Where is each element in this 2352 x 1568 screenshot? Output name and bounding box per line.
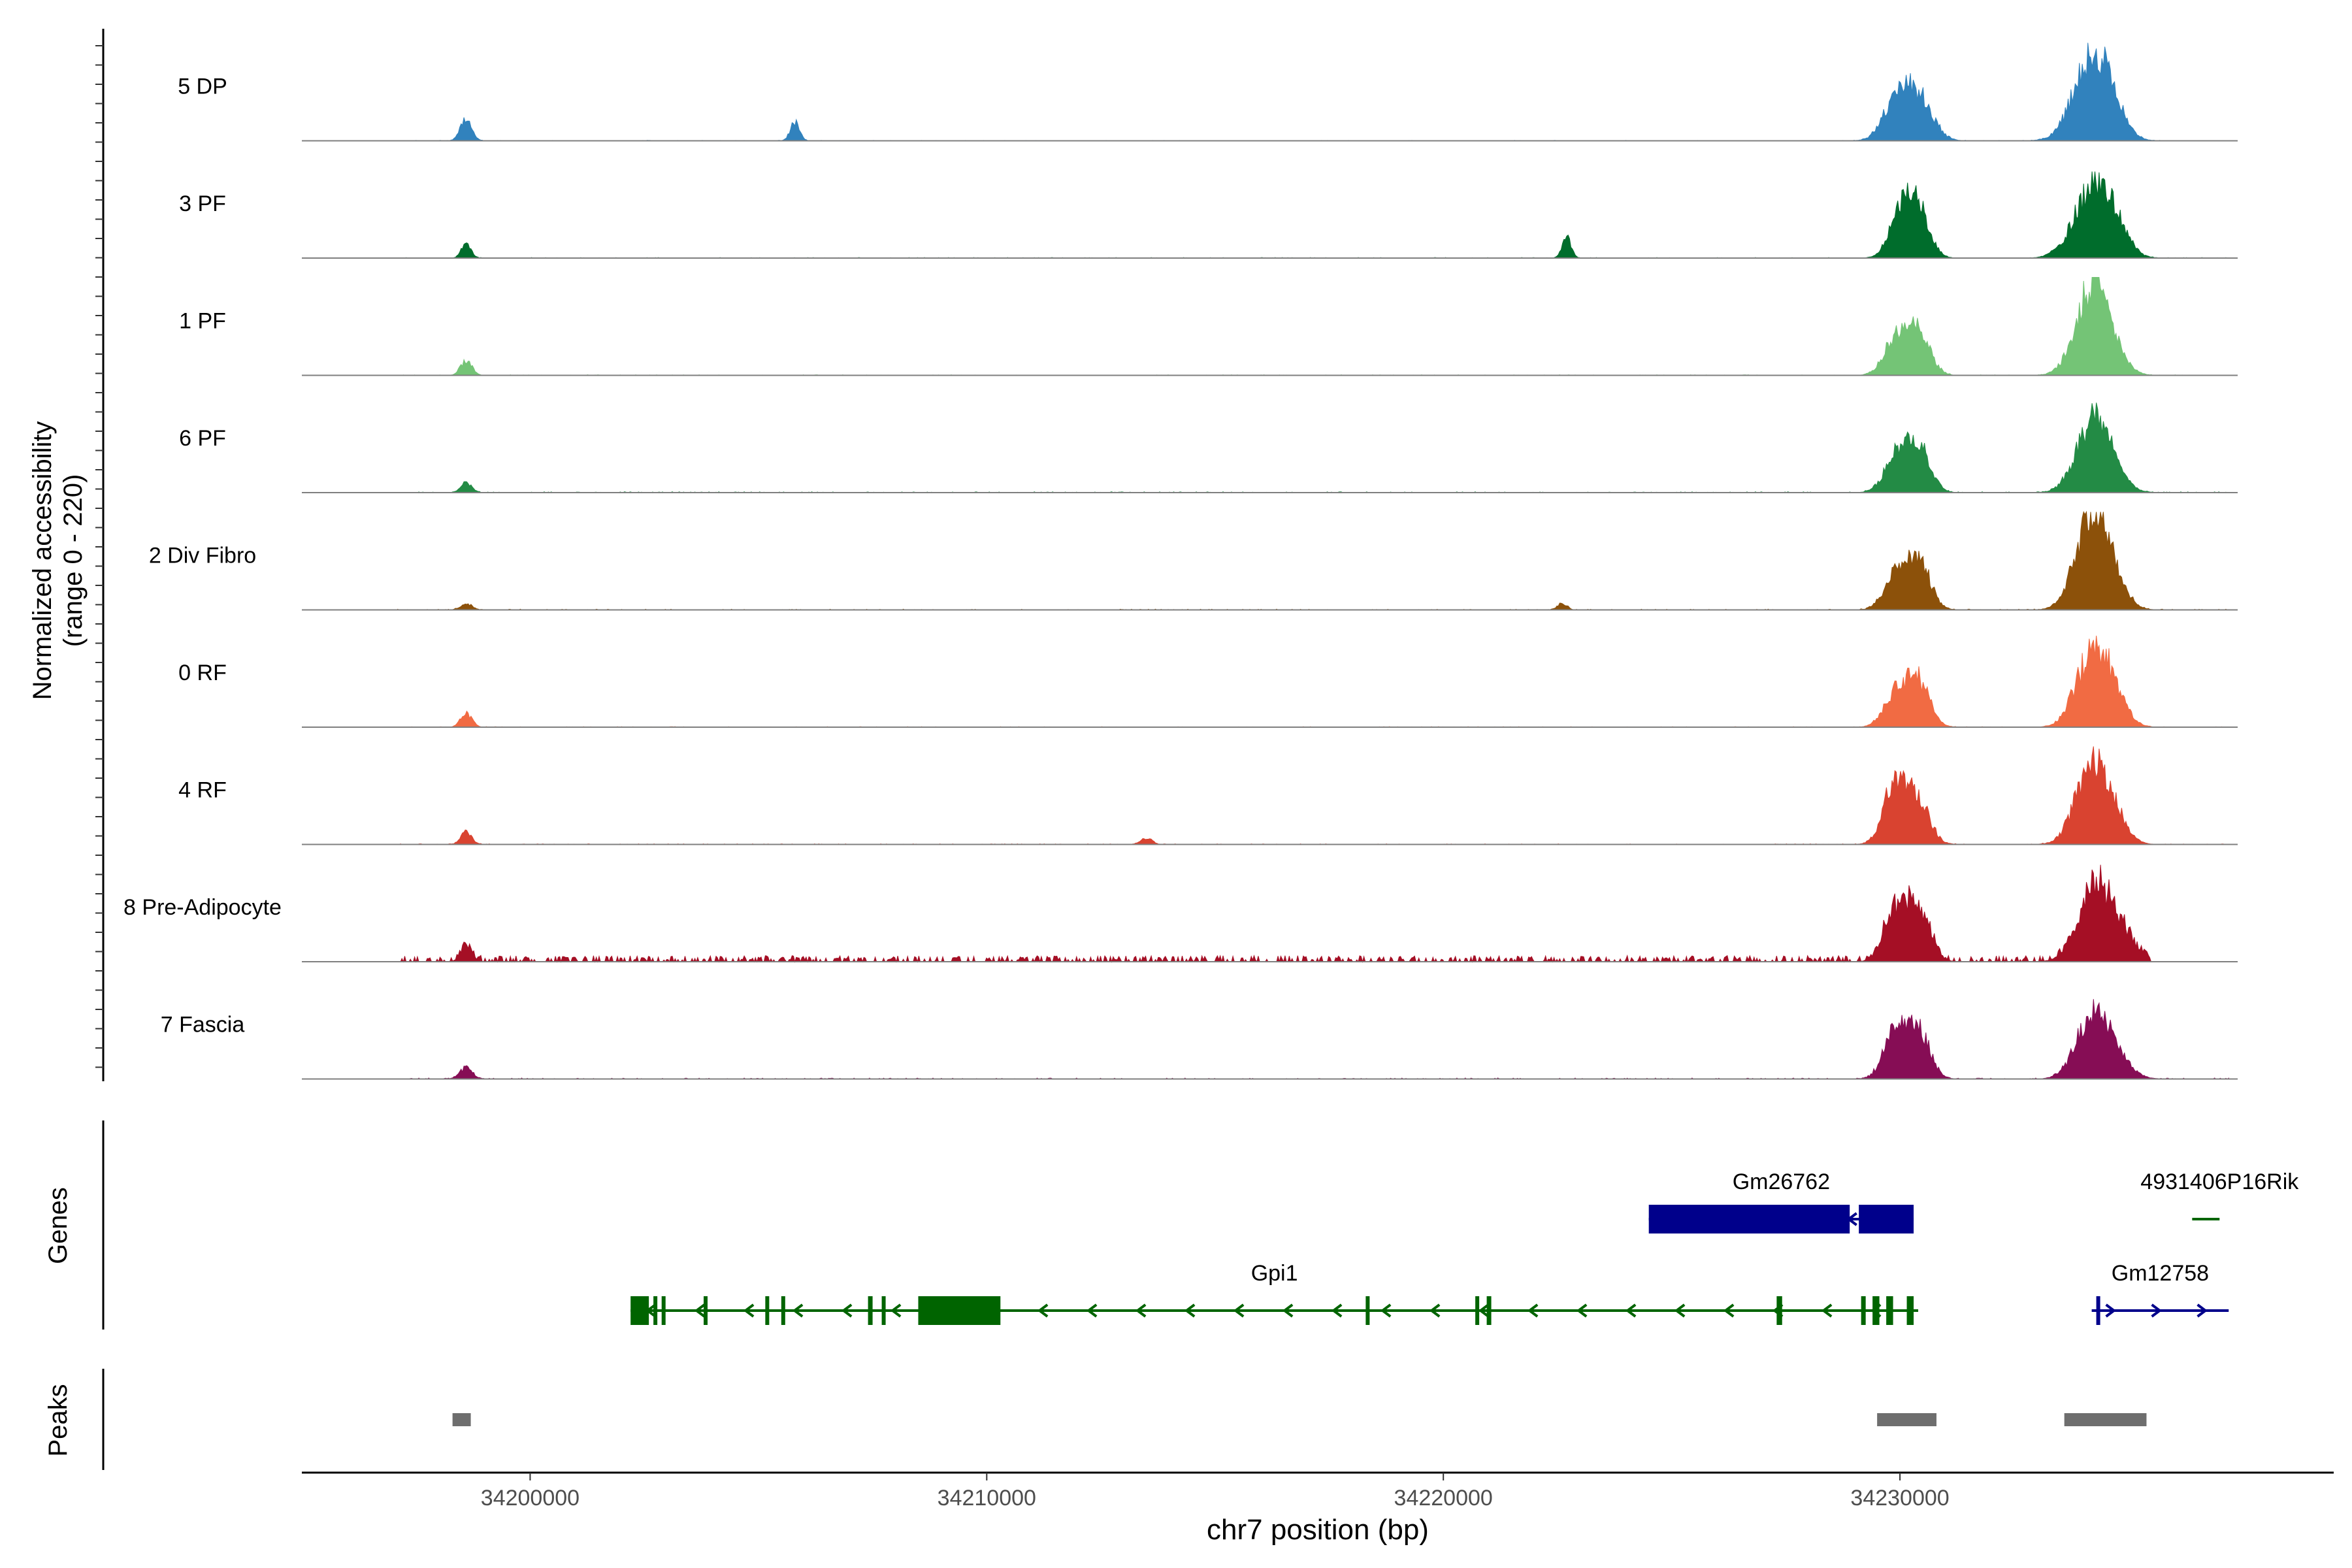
exon — [1861, 1296, 1866, 1325]
exon — [1486, 1296, 1492, 1325]
track-7-fascia: 7 Fascia — [161, 999, 2238, 1080]
coverage-area — [397, 746, 2229, 845]
genes-panel-label: Genes — [44, 1187, 73, 1264]
gene-annotation-track: Gm26762 4931406P16Rik Gpi1 Gm12758 — [630, 1169, 2299, 1325]
gene-label: Gpi1 — [1251, 1261, 1298, 1286]
exon — [1365, 1296, 1370, 1325]
x-tick-label: 34200000 — [481, 1486, 580, 1511]
gene-4931406p16rik: 4931406P16Rik — [2140, 1169, 2299, 1220]
gene-gm26762: Gm26762 — [1648, 1169, 1914, 1233]
track-8-pre-adipocyte: 8 Pre-Adipocyte — [123, 864, 2238, 963]
x-tick-label: 34220000 — [1394, 1486, 1493, 1511]
gene-label: Gm26762 — [1733, 1169, 1830, 1194]
track-label: 1 PF — [179, 309, 226, 334]
exon — [1776, 1296, 1782, 1325]
exon — [661, 1296, 666, 1325]
y-axis-title: Normalized accessibility — [28, 421, 57, 700]
gene-label: 4931406P16Rik — [2140, 1169, 2299, 1194]
coverage-area — [397, 277, 2229, 376]
exon — [1648, 1205, 1850, 1233]
x-tick-label: 34230000 — [1850, 1486, 1949, 1511]
coverage-area — [397, 171, 2229, 259]
strand-arrow — [1429, 1303, 1441, 1318]
strand-arrow — [1233, 1303, 1245, 1318]
strand-arrow — [792, 1303, 804, 1318]
exon — [2096, 1296, 2100, 1325]
exon — [881, 1296, 886, 1325]
exon — [765, 1296, 770, 1325]
strand-arrow — [1723, 1303, 1735, 1318]
exon — [653, 1296, 658, 1325]
strand-arrow — [2105, 1303, 2116, 1318]
peak-region — [2064, 1413, 2147, 1426]
coverage-y-axis — [95, 29, 105, 1081]
peak-region — [452, 1413, 471, 1426]
track-label: 0 RF — [178, 661, 227, 685]
x-axis-ticks: 34200000 34210000 34220000 34230000 — [481, 1473, 1950, 1511]
coverage-area — [397, 402, 2229, 493]
track-label: 4 RF — [178, 778, 227, 803]
exon — [1886, 1296, 1893, 1325]
track-6-pf: 6 PF — [179, 402, 2238, 493]
track-label: 3 PF — [179, 191, 226, 216]
strand-arrow — [694, 1303, 706, 1318]
track-label: 8 Pre-Adipocyte — [123, 895, 282, 920]
strand-arrow — [1576, 1303, 1588, 1318]
strand-arrow — [1037, 1303, 1049, 1318]
gene-gpi1: Gpi1 — [630, 1261, 1919, 1325]
exon — [1872, 1296, 1880, 1325]
track-label: 5 DP — [178, 74, 227, 99]
track-2-div-fibro: 2 Div Fibro — [149, 510, 2238, 611]
strand-arrow — [1331, 1303, 1343, 1318]
coverage-area — [397, 864, 2152, 963]
coverage-area — [397, 510, 2229, 611]
strand-arrow — [1674, 1303, 1686, 1318]
peaks-panel-label: Peaks — [44, 1384, 73, 1456]
track-0-rf: 0 RF — [178, 635, 2238, 728]
track-5-dp: 5 DP — [178, 42, 2238, 142]
strand-arrow — [1086, 1303, 1098, 1318]
strand-arrow — [1821, 1303, 1833, 1318]
x-tick-label: 34210000 — [938, 1486, 1036, 1511]
strand-arrow — [1527, 1303, 1539, 1318]
track-3-pf: 3 PF — [179, 171, 2238, 259]
exon — [781, 1296, 785, 1325]
strand-arrow — [1282, 1303, 1294, 1318]
gene-label: Gm12758 — [2112, 1261, 2209, 1286]
strand-arrow — [2151, 1303, 2162, 1318]
coverage-tracks: 5 DP 3 PF 1 PF 6 PF 2 Div Fibro 0 RF 4 RF 8 Pre… — [123, 42, 2238, 1080]
strand-arrow — [1135, 1303, 1147, 1318]
y-axis-subtitle: (range 0 - 220) — [59, 474, 88, 647]
exon — [918, 1296, 1001, 1325]
strand-arrow — [1380, 1303, 1392, 1318]
track-4-rf: 4 RF — [178, 746, 2238, 845]
track-label: 2 Div Fibro — [149, 544, 256, 568]
exon — [630, 1296, 649, 1325]
peaks-track — [452, 1413, 2147, 1426]
track-1-pf: 1 PF — [179, 277, 2238, 376]
exon — [1475, 1296, 1480, 1325]
strand-arrow — [2197, 1303, 2208, 1318]
strand-arrow — [841, 1303, 853, 1318]
x-axis-title: chr7 position (bp) — [1207, 1514, 1429, 1546]
track-label: 6 PF — [179, 426, 226, 451]
gene-gm12758: Gm12758 — [2091, 1261, 2229, 1325]
exon — [868, 1296, 873, 1325]
track-label: 7 Fascia — [161, 1013, 245, 1037]
strand-arrow — [1184, 1303, 1196, 1318]
peak-region — [1877, 1413, 1936, 1426]
strand-arrow — [1625, 1303, 1637, 1318]
strand-arrow — [743, 1303, 755, 1318]
exon — [1859, 1205, 1914, 1233]
strand-arrow — [890, 1303, 902, 1318]
strand-arrow — [1478, 1303, 1490, 1318]
coverage-area — [397, 635, 2229, 728]
coverage-area — [397, 999, 2229, 1080]
exon — [704, 1296, 708, 1325]
coverage-area — [397, 42, 2229, 142]
exon — [1906, 1296, 1914, 1325]
